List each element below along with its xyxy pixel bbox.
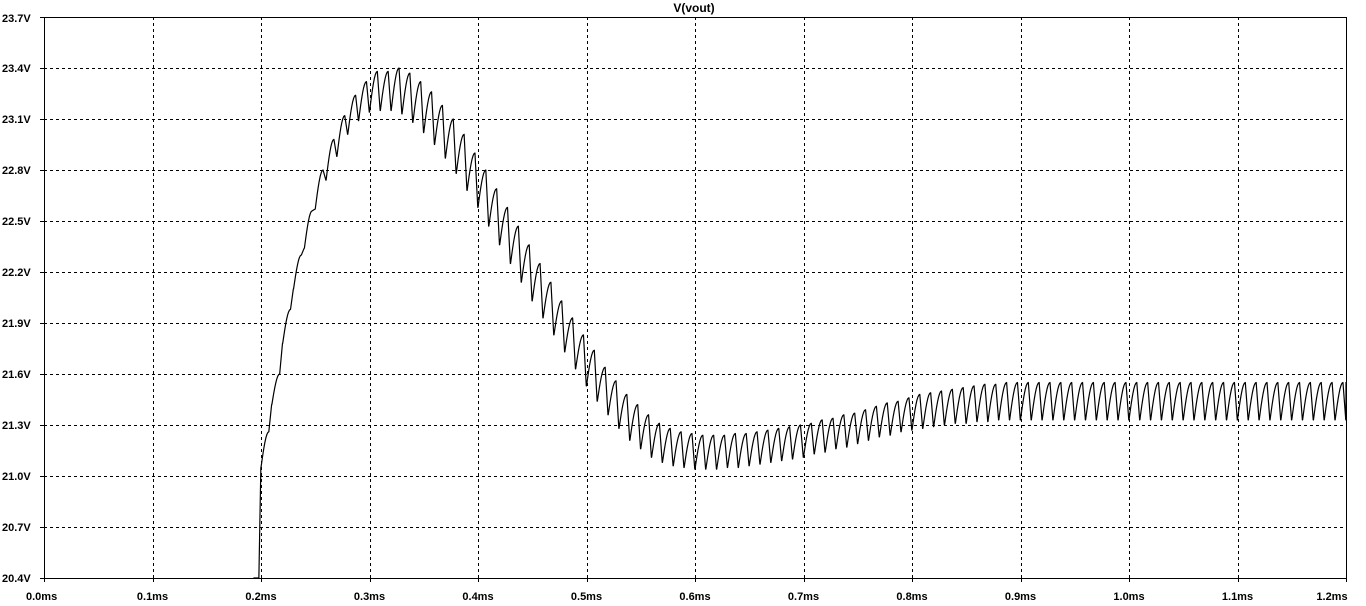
y-tick-label: 21.3V [2,420,31,432]
y-tick-label: 23.4V [2,63,31,75]
x-axis-tick-labels: 0.0ms 0.1ms 0.2ms 0.3ms 0.4ms 0.5ms 0.6ms 0.7ms… [26,591,1348,603]
y-axis-tick-labels: 20.4V 20.7V 21.0V 21.3V 21.6V 21.9V 22.2V 22.5V… [2,13,31,585]
x-tick-label: 0.0ms [26,591,57,603]
y-tick-label: 20.4V [2,573,31,585]
y-tick-label: 22.8V [2,165,31,177]
x-tick-label: 0.9ms [1005,591,1036,603]
x-tick-label: 0.4ms [462,591,493,603]
axis-ticks [40,17,1347,582]
y-tick-label: 21.6V [2,369,31,381]
vout-trace [253,67,1347,579]
x-tick-label: 0.5ms [571,591,602,603]
grid-lines [44,17,1346,578]
x-tick-label: 0.7ms [788,591,819,603]
x-tick-label: 0.8ms [896,591,927,603]
x-tick-label: 1.1ms [1222,591,1253,603]
y-tick-label: 23.1V [2,114,31,126]
y-tick-label: 20.7V [2,522,31,534]
x-tick-label: 1.0ms [1113,591,1144,603]
x-tick-label: 0.1ms [137,591,168,603]
trace-layer [253,67,1347,579]
y-tick-label: 22.2V [2,267,31,279]
x-tick-label: 1.2ms [1316,591,1347,603]
y-tick-label: 22.5V [2,216,31,228]
y-tick-label: 21.9V [2,318,31,330]
x-tick-label: 0.2ms [245,591,276,603]
x-tick-label: 0.3ms [354,591,385,603]
y-tick-label: 23.7V [2,13,31,25]
x-tick-label: 0.6ms [679,591,710,603]
y-tick-label: 21.0V [2,471,31,483]
chart-title: V(vout) [673,1,714,15]
